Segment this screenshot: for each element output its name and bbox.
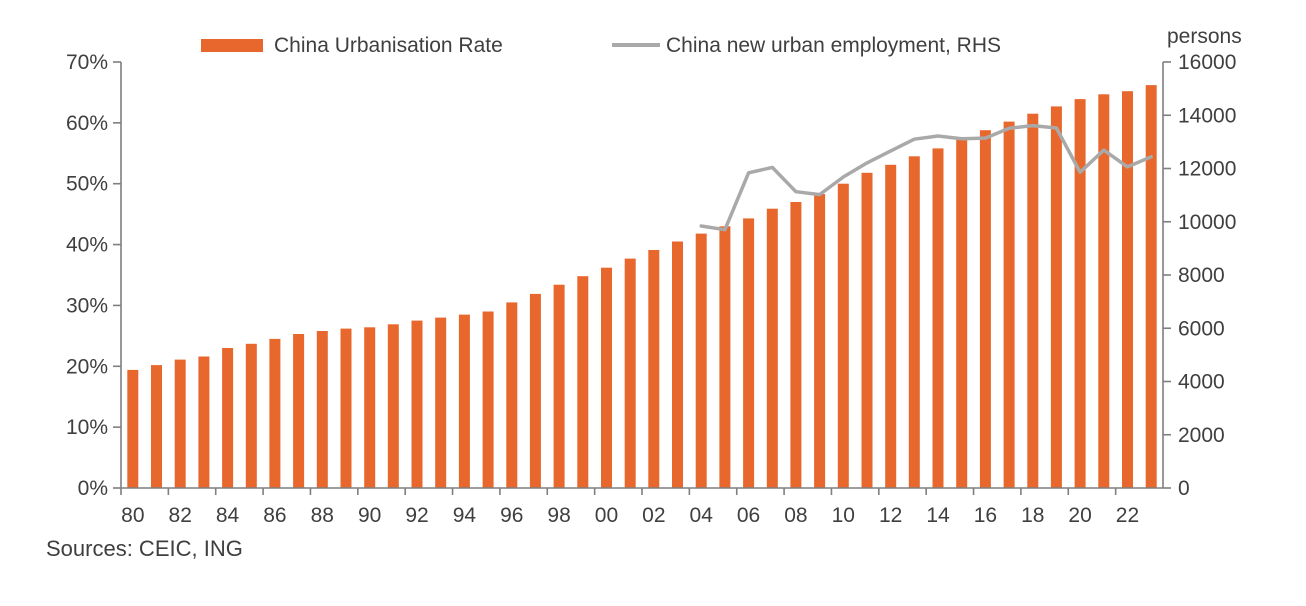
- urbanisation-bar-1982: [174, 359, 186, 488]
- urbanisation-bar-1991: [387, 324, 399, 488]
- right-axis-tick-label: 14000: [1178, 104, 1236, 127]
- plot-area: 0%10%20%30%40%50%60%70%02000400060008000…: [66, 51, 1236, 527]
- legend-swatch-urbanisation: [201, 39, 263, 52]
- left-axis-tick-label: 0%: [78, 477, 108, 500]
- urbanisation-bar-2011: [861, 172, 873, 489]
- urbanisation-bar-2022: [1122, 91, 1133, 488]
- right-axis-tick-label: 8000: [1178, 264, 1225, 287]
- urbanisation-bar-1983: [198, 356, 210, 488]
- urbanisation-bar-2009: [814, 194, 826, 488]
- left-axis-tick-label: 50%: [66, 173, 108, 196]
- left-axis-tick-label: 30%: [66, 294, 108, 317]
- x-axis-tick-label: 92: [405, 504, 428, 527]
- legend: China Urbanisation Rate China new urban …: [201, 34, 1001, 57]
- left-axis-tick-label: 70%: [66, 51, 108, 74]
- urbanisation-bar-2013: [908, 156, 920, 489]
- urbanisation-bar-2006: [743, 218, 755, 488]
- x-axis-tick-label: 96: [500, 504, 523, 527]
- x-axis-tick-label: 82: [169, 504, 192, 527]
- right-axis-tick-label: 4000: [1178, 371, 1225, 394]
- right-axis-tick-label: 12000: [1178, 158, 1236, 181]
- urbanisation-bar-2015: [956, 139, 968, 489]
- x-axis-tick-label: 90: [358, 504, 381, 527]
- x-axis-tick-label: 02: [642, 504, 665, 527]
- urbanisation-bar-2021: [1098, 94, 1110, 489]
- urbanisation-bar-2020: [1074, 99, 1086, 488]
- x-axis-tick-label: 94: [453, 504, 477, 527]
- left-axis-tick-label: 20%: [66, 355, 108, 378]
- urbanisation-bar-1989: [340, 328, 352, 488]
- urbanisation-bar-2003: [672, 241, 683, 488]
- urbanisation-bar-1990: [364, 327, 376, 488]
- urbanisation-bar-2023: [1145, 85, 1157, 488]
- employment-line: [699, 123, 1153, 232]
- urbanisation-bar-1997: [529, 293, 541, 488]
- urbanisation-bar-2007: [766, 208, 778, 488]
- urbanisation-bar-1986: [269, 338, 281, 488]
- urbanisation-bar-2010: [837, 183, 849, 488]
- urbanisation-bar-1985: [245, 343, 257, 488]
- x-axis-tick-label: 80: [121, 504, 144, 527]
- urbanisation-bar-1995: [482, 311, 494, 488]
- x-axis-tick-label: 22: [1116, 504, 1139, 527]
- urbanisation-bar-1994: [458, 314, 470, 488]
- urbanisation-bar-2012: [885, 164, 897, 489]
- left-axis-tick-label: 40%: [66, 234, 108, 257]
- urbanisation-bar-1992: [411, 320, 423, 488]
- sources-note: Sources: CEIC, ING: [46, 536, 243, 561]
- right-axis-tick-label: 6000: [1178, 317, 1225, 340]
- urbanisation-bar-2018: [1027, 113, 1039, 488]
- urbanisation-bar-1993: [435, 317, 447, 488]
- x-axis-tick-label: 98: [547, 504, 570, 527]
- x-axis-tick-label: 18: [1021, 504, 1044, 527]
- urbanisation-bar-2014: [932, 148, 944, 488]
- x-axis-tick-label: 88: [311, 504, 334, 527]
- x-axis-tick-label: 06: [737, 504, 760, 527]
- x-axis-tick-label: 00: [595, 504, 618, 527]
- left-axis-tick-label: 60%: [66, 112, 108, 135]
- urbanisation-bar-1984: [222, 348, 234, 488]
- urbanisation-bar-2004: [695, 233, 707, 488]
- x-axis-tick-label: 08: [784, 504, 807, 527]
- urbanisation-bar-2000: [601, 267, 612, 488]
- urbanisation-bar-1987: [293, 334, 305, 488]
- right-axis-tick-label: 0: [1178, 477, 1190, 500]
- urbanisation-bar-1981: [151, 365, 162, 488]
- x-axis-tick-label: 10: [832, 504, 855, 527]
- urbanisation-bar-1998: [553, 284, 565, 488]
- urbanisation-bar-1996: [506, 302, 518, 488]
- urbanisation-bar-2017: [1003, 121, 1015, 488]
- right-axis-unit-label: persons: [1167, 25, 1242, 48]
- x-axis-tick-label: 84: [216, 504, 240, 527]
- x-axis-tick-label: 12: [879, 504, 902, 527]
- x-axis-tick-label: 20: [1068, 504, 1091, 527]
- x-axis-tick-label: 04: [690, 504, 714, 527]
- x-axis-tick-label: 14: [926, 504, 950, 527]
- urbanisation-bar-1980: [127, 369, 139, 488]
- urbanisation-bar-2016: [979, 130, 991, 488]
- legend-label-urbanisation: China Urbanisation Rate: [274, 34, 503, 57]
- urbanisation-bar-2005: [719, 226, 731, 489]
- urbanisation-bar-1999: [577, 276, 589, 488]
- urbanisation-bar-2002: [648, 250, 660, 488]
- x-axis-tick-label: 16: [974, 504, 997, 527]
- left-axis-tick-label: 10%: [66, 416, 108, 439]
- urbanisation-bar-2008: [790, 202, 802, 488]
- right-axis-tick-label: 2000: [1178, 424, 1225, 447]
- urbanisation-bar-1988: [316, 331, 328, 488]
- right-axis-tick-label: 10000: [1178, 211, 1236, 234]
- x-axis-tick-label: 86: [263, 504, 286, 527]
- urbanisation-bar-2019: [1050, 106, 1062, 489]
- right-axis-tick-label: 16000: [1178, 51, 1236, 74]
- legend-label-employment: China new urban employment, RHS: [666, 34, 1001, 57]
- urbanisation-bar-2001: [624, 258, 636, 488]
